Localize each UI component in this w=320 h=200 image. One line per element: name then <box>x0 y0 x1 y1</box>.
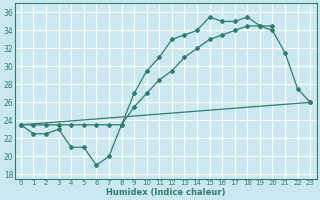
X-axis label: Humidex (Indice chaleur): Humidex (Indice chaleur) <box>106 188 225 197</box>
